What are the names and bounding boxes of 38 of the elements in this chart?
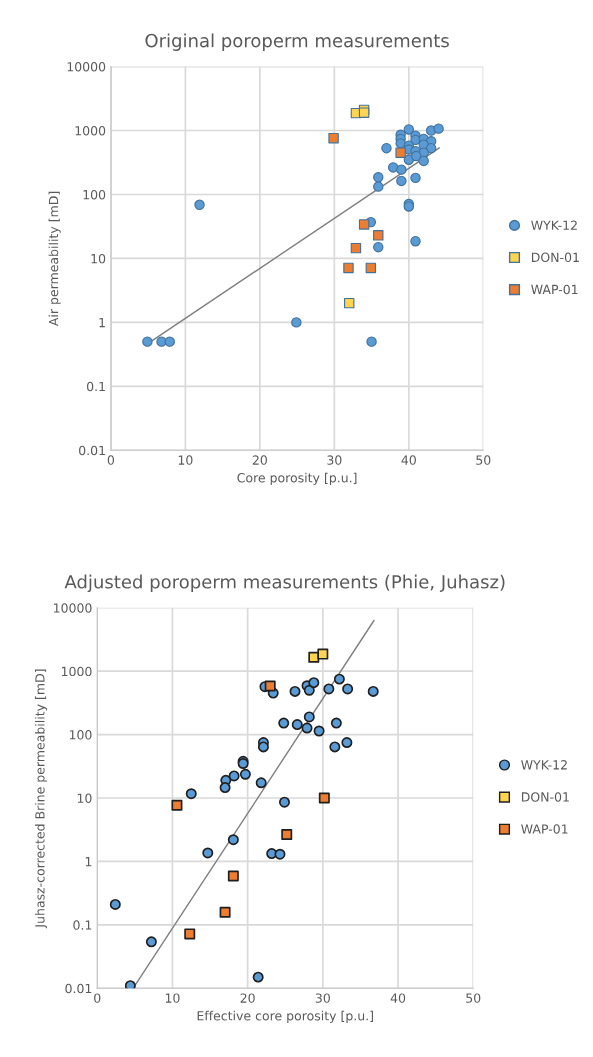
y-tick-label: 10 xyxy=(77,793,92,803)
legend-label: DON-01 xyxy=(521,792,569,802)
y-tick-label: 0.01 xyxy=(79,445,105,456)
y-axis-title: Juhasz-corrected Brine permeability [mD] xyxy=(34,669,48,929)
y-axis-title: Air permeability [mD] xyxy=(48,191,61,327)
x-tick-label: 10 xyxy=(165,993,180,1003)
y-tick-label: 1000 xyxy=(61,666,92,677)
y-tick-label: 10000 xyxy=(67,62,106,72)
y-tick-label: 10 xyxy=(91,253,106,264)
x-tick-label: 30 xyxy=(327,455,342,465)
y-tick-label: 0.1 xyxy=(86,381,105,392)
legend-label: DON-01 xyxy=(531,252,579,263)
x-axis-title: Effective core porosity [p.u.] xyxy=(197,1010,373,1023)
x-tick-label: 0 xyxy=(107,455,115,465)
x-tick-label: 50 xyxy=(466,993,481,1003)
x-tick-label: 10 xyxy=(178,455,193,465)
legend-label: WYK-12 xyxy=(521,760,567,770)
x-tick-label: 20 xyxy=(252,455,267,465)
x-tick-label: 50 xyxy=(476,455,491,465)
x-axis-title: Core porosity [p.u.] xyxy=(237,472,357,485)
y-tick-label: 10000 xyxy=(54,603,92,613)
chart-title: Original poroperm measurements xyxy=(145,33,449,51)
y-tick-label: 1 xyxy=(99,318,105,328)
y-tick-label: 100 xyxy=(69,730,92,740)
x-tick-label: 20 xyxy=(240,993,255,1003)
legend-label: WAP-01 xyxy=(531,284,578,295)
y-tick-label: 1 xyxy=(85,857,92,867)
y-tick-label: 100 xyxy=(83,189,106,200)
y-tick-label: 1000 xyxy=(75,126,106,136)
legend-label: WYK-12 xyxy=(531,220,577,230)
x-tick-label: 0 xyxy=(94,993,101,1003)
legend-label: WAP-01 xyxy=(521,824,568,834)
chart-title: Adjusted poroperm measurements (Phie, Juhasz) xyxy=(64,574,505,593)
x-tick-label: 40 xyxy=(390,993,406,1003)
y-tick-label: 0.01 xyxy=(65,983,92,994)
y-tick-label: 0.1 xyxy=(73,920,92,930)
x-tick-label: 30 xyxy=(315,993,330,1003)
x-tick-label: 40 xyxy=(401,455,416,465)
